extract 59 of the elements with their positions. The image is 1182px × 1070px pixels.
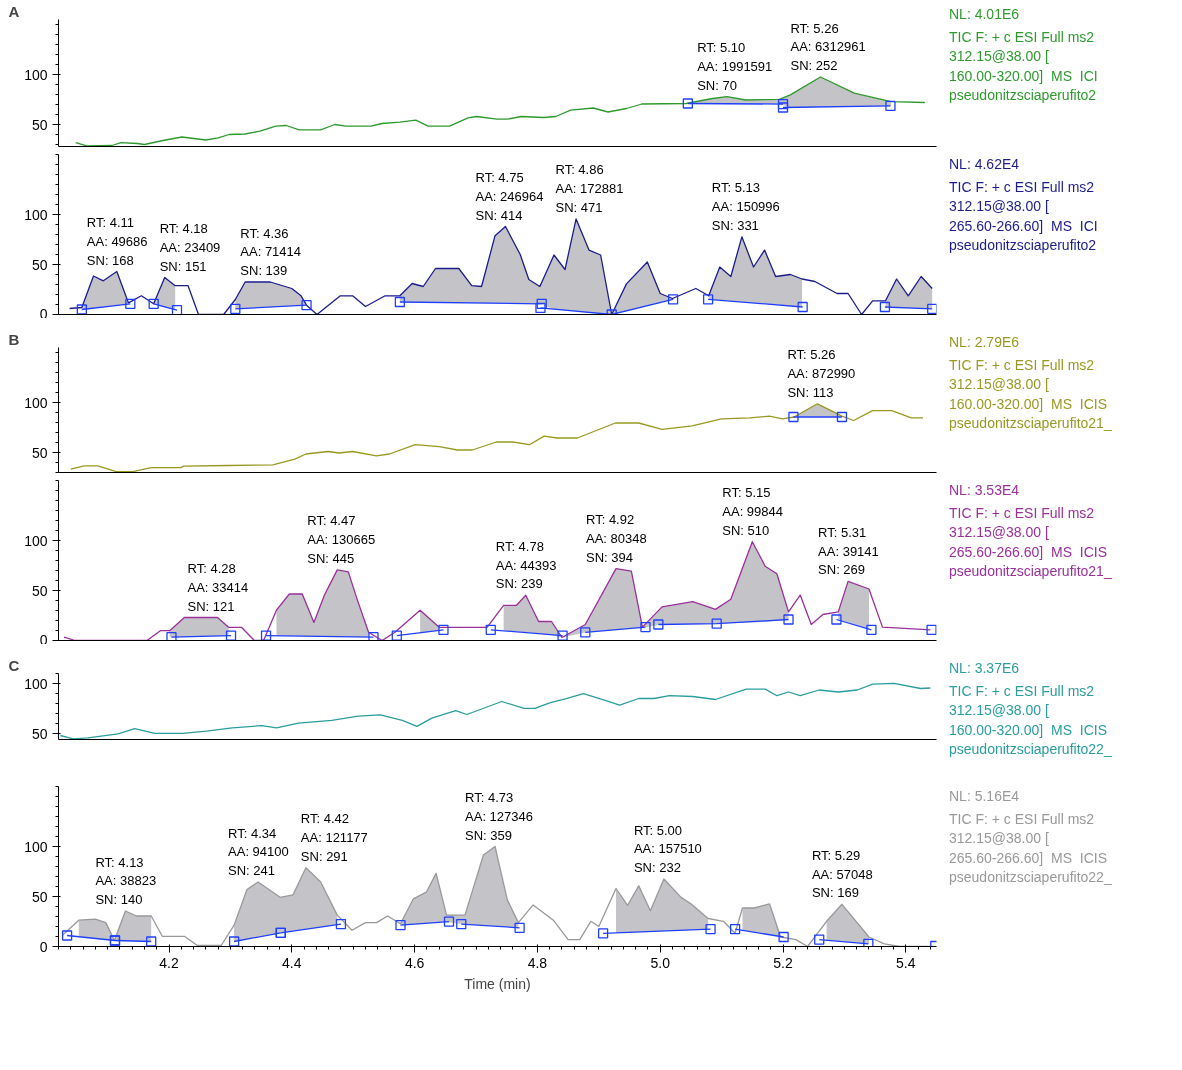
annotation: RT: 4.42 AA: 121177 SN: 291 <box>300 811 368 864</box>
text: NL: 4.62E4 <box>949 155 1021 174</box>
annotation: RT: 5.15 AA: 99844 SN: 510 <box>722 485 784 538</box>
x-tick-label: 5.2 <box>773 954 793 971</box>
y-tick-label: 100 <box>24 532 48 549</box>
annotation: RT: 4.92 AA: 80348 SN: 394 <box>586 512 647 565</box>
annotation: RT: 5.29 AA: 57048 SN: 169 <box>811 847 873 901</box>
annotation: RT: 4.73 AA: 127346 SN: 359 <box>465 790 533 843</box>
y-tick-label: 50 <box>31 256 48 273</box>
text: TIC F: + c ESI Full ms2 312.15@38.00 [ 160.00-320.00] MS ICI pseudonitzsciaperufito2 <box>949 27 1098 106</box>
text: NL: 2.79E6 <box>949 333 1021 352</box>
y-tick-label: 0 <box>39 305 48 322</box>
x-axis-title: Time (min) <box>464 975 531 992</box>
y-tick-label: 100 <box>24 206 48 223</box>
x-tick-label: 5.4 <box>896 954 916 971</box>
annotation: RT: 5.31 AA: 39141 SN: 269 <box>818 524 879 578</box>
annotation: RT: 4.18 AA: 23409 SN: 151 <box>159 221 221 274</box>
x-tick-label: 4.2 <box>159 954 179 971</box>
y-tick-label: 0 <box>39 938 48 955</box>
chart-title: C <box>8 656 20 674</box>
y-tick-label: 50 <box>31 444 48 461</box>
annotation: RT: 5.26 AA: 872990 SN: 113 <box>787 347 856 400</box>
y-tick-label: 50 <box>31 582 48 599</box>
y-tick-label: 50 <box>31 116 48 133</box>
chart-title: B <box>8 330 20 348</box>
annotation: RT: 4.36 AA: 71414 SN: 139 <box>240 225 302 278</box>
text: TIC F: + c ESI Full ms2 312.15@38.00 [ 160.00-320.00] MS ICIS pseudonitzsciaperufito22_ <box>949 681 1112 760</box>
annotation: RT: 4.34 AA: 94100 SN: 241 <box>228 825 289 878</box>
text: TIC F: + c ESI Full ms2 312.15@38.00 [ 265.60-266.60] MS ICIS pseudonitzsciaperufito21_ <box>949 503 1112 582</box>
text: NL: 3.53E4 <box>949 481 1021 500</box>
x-tick-label: 5.0 <box>650 954 671 971</box>
text: TIC F: + c ESI Full ms2 312.15@38.00 [ 160.00-320.00] MS ICIS pseudonitzsciaperufito21_ <box>949 355 1112 434</box>
x-tick-label: 4.6 <box>404 954 425 971</box>
y-tick-label: 100 <box>24 838 48 855</box>
x-tick-label: 4.4 <box>282 954 302 971</box>
text: NL: 3.37E6 <box>949 659 1021 678</box>
y-tick-label: 100 <box>24 675 48 692</box>
annotation: RT: 4.47 AA: 130665 SN: 445 <box>307 513 376 566</box>
y-tick-label: 100 <box>24 394 48 411</box>
annotation: RT: 4.86 AA: 172881 SN: 471 <box>555 162 624 215</box>
annotation: RT: 4.78 AA: 44393 SN: 239 <box>495 538 557 592</box>
annotation: RT: 5.10 AA: 1991591 SN: 70 <box>697 40 773 93</box>
text: TIC F: + c ESI Full ms2 312.15@38.00 [ 265.60-266.60] MS ICI pseudonitzsciaperufito2 <box>949 177 1098 256</box>
text: TIC F: + c ESI Full ms2 312.15@38.00 [ 265.60-266.60] MS ICIS pseudonitzsciaperufito22_ <box>949 809 1112 888</box>
annotation: RT: 5.26 AA: 6312961 SN: 252 <box>790 20 866 73</box>
annotation: RT: 4.13 AA: 38823 SN: 140 <box>95 854 157 907</box>
y-tick-label: 0 <box>39 631 48 648</box>
x-tick-label: 4.8 <box>527 954 548 971</box>
y-tick-label: 50 <box>31 725 48 742</box>
text: NL: 4.01E6 <box>949 5 1021 24</box>
y-tick-label: 50 <box>31 888 48 905</box>
annotation: RT: 4.11 AA: 49686 SN: 168 <box>86 215 148 268</box>
annotation: RT: 5.13 AA: 150996 SN: 331 <box>711 180 780 233</box>
annotation: RT: 5.00 AA: 157510 SN: 232 <box>633 822 702 875</box>
annotation: RT: 4.75 AA: 246964 SN: 414 <box>475 170 544 223</box>
text: NL: 5.16E4 <box>949 787 1021 806</box>
y-tick-label: 100 <box>24 66 48 83</box>
annotation: RT: 4.28 AA: 33414 SN: 121 <box>187 561 249 614</box>
chart-title: A <box>8 2 20 20</box>
